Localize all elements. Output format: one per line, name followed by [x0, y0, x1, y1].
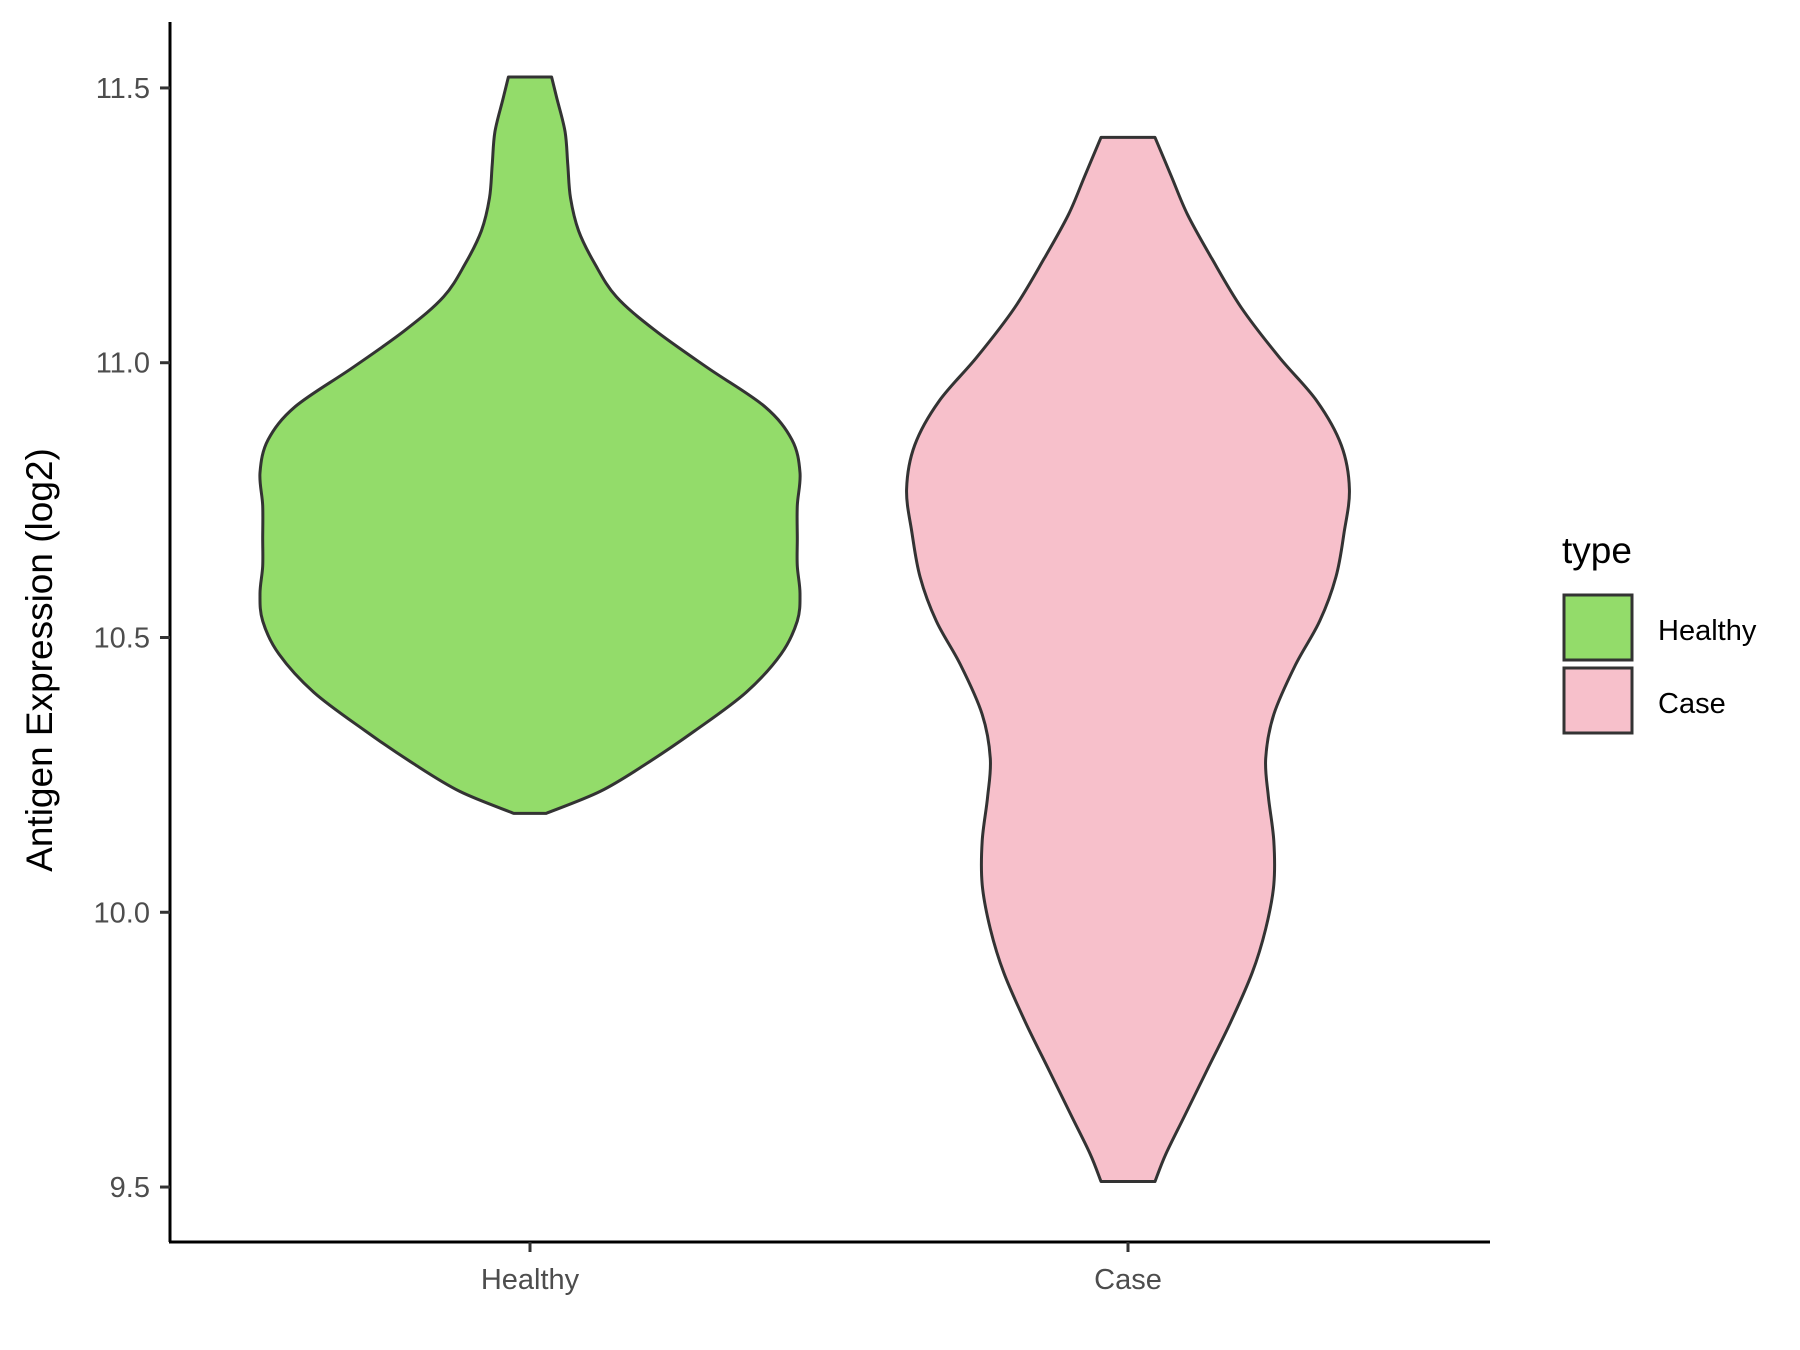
- y-tick-label: 11.5: [96, 73, 150, 105]
- y-tick-label: 11.0: [96, 348, 150, 380]
- y-tick-label: 9.5: [110, 1172, 150, 1204]
- legend-label-healthy: Healthy: [1658, 615, 1757, 647]
- legend-label-case: Case: [1658, 688, 1726, 720]
- plot-area: 9.5 10.0 10.5 11.0 11.5 Healthy Case: [94, 22, 1490, 1296]
- x-tick-label-healthy: Healthy: [481, 1264, 580, 1296]
- legend-key-healthy: [1562, 593, 1634, 662]
- y-axis-title: Antigen Expression (log2): [19, 448, 60, 872]
- legend-key-case: [1562, 666, 1634, 735]
- x-tick-label-case: Case: [1094, 1264, 1162, 1296]
- violin-healthy: [258, 75, 802, 815]
- legend-item-healthy: Healthy: [1562, 593, 1757, 662]
- violin-case: [905, 135, 1351, 1184]
- legend: type Healthy Case: [1562, 530, 1757, 735]
- violins: [258, 75, 1351, 1184]
- legend-title: type: [1562, 530, 1632, 571]
- x-axis-ticks: Healthy Case: [481, 1242, 1162, 1296]
- y-tick-label: 10.5: [94, 622, 150, 654]
- y-tick-label: 10.0: [94, 897, 150, 929]
- y-axis-ticks: 9.5 10.0 10.5 11.0 11.5: [94, 73, 170, 1204]
- legend-item-case: Case: [1562, 666, 1726, 735]
